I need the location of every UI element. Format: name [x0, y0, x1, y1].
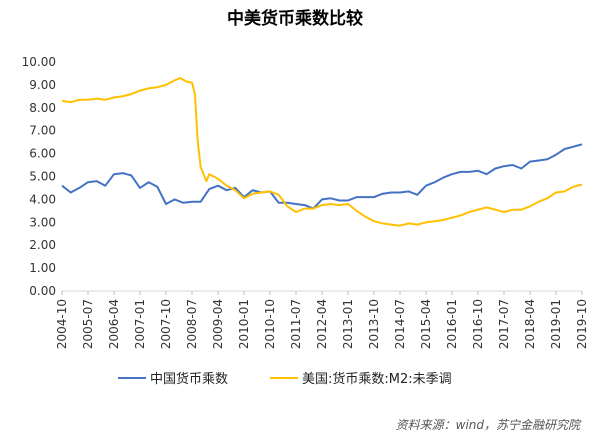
y-tick-label: 4.00 [29, 192, 56, 206]
chart-title: 中美货币乘数比较 [227, 8, 363, 29]
y-axis: 0.00 1.00 2.00 3.00 4.00 5.00 6.00 7.00 8.00 9.00… [22, 55, 56, 298]
x-tick-label: 2009-04 [211, 299, 225, 349]
y-tick-label: 0.00 [29, 284, 56, 298]
x-tick-label: 2010-01 [237, 299, 251, 349]
x-axis: 2004-10 2005-07 2006-04 2007-01 2007-10 2008-… [55, 290, 589, 349]
x-tick-label: 2019-10 [575, 299, 589, 349]
x-tick-label: 2014-07 [393, 299, 407, 349]
x-tick-label: 2013-10 [367, 299, 381, 349]
x-tick-label: 2012-04 [315, 299, 329, 349]
x-tick-label: 2017-07 [497, 299, 511, 349]
series-line-1 [61, 77, 583, 227]
x-tick-label: 2016-01 [445, 299, 459, 349]
x-tick-label: 2019-01 [549, 299, 563, 349]
x-tick-label: 2008-07 [185, 299, 199, 349]
x-tick-label: 2005-07 [81, 299, 95, 349]
x-tick-label: 2018-04 [523, 299, 537, 349]
x-tick-label: 2006-04 [107, 299, 121, 349]
series-layer [61, 77, 583, 227]
y-tick-label: 9.00 [29, 78, 56, 92]
series-line-0 [61, 143, 583, 210]
legend-label: 美国:货币乘数:M2:未季调 [302, 371, 452, 387]
y-tick-label: 3.00 [29, 215, 56, 229]
x-tick-label: 2004-10 [55, 299, 69, 349]
y-tick-label: 2.00 [29, 238, 56, 252]
x-tick-label: 2015-04 [419, 299, 433, 349]
y-tick-label: 6.00 [29, 147, 56, 161]
legend-label: 中国货币乘数 [150, 371, 228, 387]
y-tick-label: 5.00 [29, 170, 56, 184]
legend: 中国货币乘数 美国:货币乘数:M2:未季调 [118, 371, 452, 387]
x-tick-label: 2011-07 [289, 299, 303, 349]
y-tick-label: 1.00 [29, 261, 56, 275]
x-tick-label: 2013-01 [341, 299, 355, 349]
y-tick-label: 7.00 [29, 124, 56, 138]
y-tick-label: 10.00 [22, 55, 56, 69]
y-tick-label: 8.00 [29, 101, 56, 115]
x-tick-label: 2007-01 [133, 299, 147, 349]
x-tick-label: 2007-10 [159, 299, 173, 349]
x-tick-label: 2016-10 [471, 299, 485, 349]
x-tick-label: 2010-10 [263, 299, 277, 349]
source-note: 资料来源：wind，苏宁金融研究院 [396, 418, 582, 432]
